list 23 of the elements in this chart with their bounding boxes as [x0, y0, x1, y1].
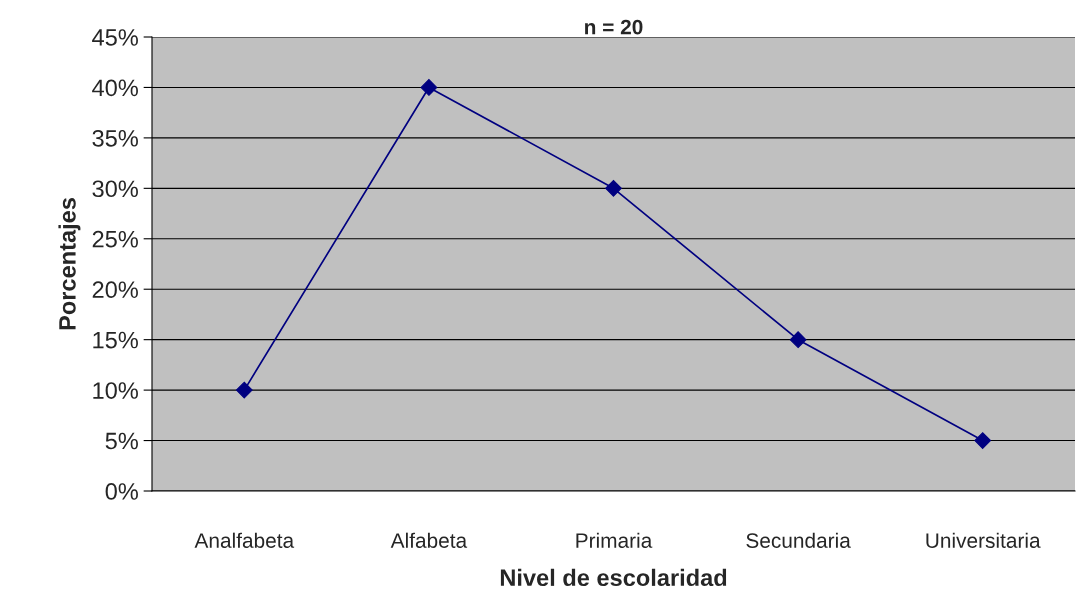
y-tick-label: 45%	[92, 29, 138, 46]
chart-title: n = 20	[585, 19, 643, 35]
y-tick-label: 15%	[93, 331, 138, 349]
point	[235, 381, 253, 399]
x-tick-label: Universitaria	[926, 532, 1041, 548]
y-tick-label: 5%	[105, 432, 138, 450]
x-tick-label: Alfabeta	[390, 532, 468, 548]
x-axis-title: Nivel de escolaridad	[500, 568, 727, 587]
point	[974, 432, 992, 449]
point	[420, 79, 438, 96]
x-tick-label: Primaria	[576, 532, 653, 548]
y-tick-label: 40%	[92, 79, 138, 97]
y-tick-label: 10%	[93, 382, 138, 399]
y-tick-label: 35%	[92, 129, 138, 147]
x-tick-label: Analfabeta	[194, 532, 295, 548]
y-axis-title: Porcentajes	[58, 198, 81, 330]
y-tick-label: 25%	[92, 230, 138, 248]
y-tick-label: 30%	[92, 180, 138, 198]
point	[789, 331, 807, 349]
x-tick-label: Secundaria	[746, 532, 851, 548]
y-tick-label: 20%	[92, 281, 138, 299]
point	[605, 179, 622, 197]
y-tick-label: 0%	[105, 483, 138, 500]
